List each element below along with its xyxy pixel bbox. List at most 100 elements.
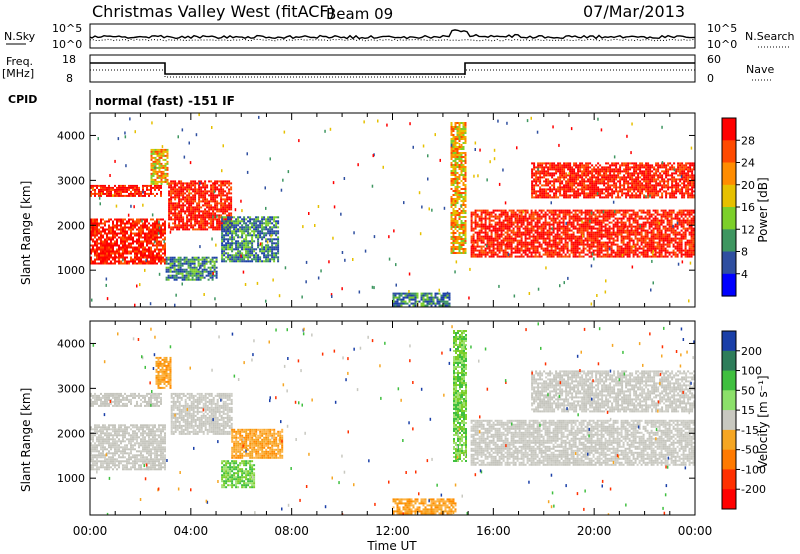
power-colorbar-swatch-4 bbox=[722, 207, 736, 230]
power-region-2 bbox=[150, 148, 169, 185]
power-colorbar-swatch-5 bbox=[722, 229, 736, 253]
power-colorbar-label-2: 20 bbox=[741, 179, 755, 192]
power-colorbar-label: Power [dB] bbox=[756, 177, 770, 242]
power-colorbar-label-5: 8 bbox=[741, 246, 748, 259]
velocity-colorbar-swatch-3 bbox=[722, 390, 736, 411]
velocity-colorbar-label-5: -50 bbox=[741, 444, 759, 457]
power-ytick-label-1: 2000 bbox=[57, 219, 85, 232]
power-region-4 bbox=[221, 216, 280, 263]
nsearch-tick-top: 10^5 bbox=[707, 22, 737, 35]
power-region-7 bbox=[450, 122, 467, 254]
x-tick-label-6: 00:00 bbox=[678, 524, 713, 538]
power-ylabel: Slant Range [km] bbox=[19, 181, 33, 285]
velocity-colorbar-swatch-5 bbox=[722, 429, 736, 451]
velocity-panel: 1000 2000 3000 4000 Slant Range [km] bbox=[19, 320, 696, 516]
freq-tick-bottom: 8 bbox=[66, 72, 73, 85]
freq-frame bbox=[89, 54, 696, 83]
power-region-6 bbox=[392, 292, 451, 307]
velocity-colorbar-label: Velocity [m s⁻¹] bbox=[756, 375, 770, 468]
velocity-ylabel: Slant Range [km] bbox=[19, 388, 33, 492]
nave-tick-bottom: 0 bbox=[707, 72, 714, 85]
velocity-colorbar: 200 100 50 15 -15 -50 -100 -200 bbox=[721, 330, 766, 510]
power-echo-regions bbox=[90, 113, 695, 307]
x-tick-label-0: 00:00 bbox=[73, 524, 108, 538]
velocity-scatter-noise bbox=[92, 322, 695, 515]
power-region-5 bbox=[165, 256, 218, 281]
x-axis-tick-labels: 00:00 04:00 08:00 12:00 16:00 20:00 00:00 bbox=[73, 524, 713, 538]
velocity-colorbar-frame bbox=[721, 330, 737, 510]
velocity-colorbar-label-0: 200 bbox=[741, 345, 762, 358]
power-ytick-label-3: 4000 bbox=[57, 129, 85, 142]
power-region-9 bbox=[531, 162, 695, 199]
nsky-series-line bbox=[89, 29, 696, 40]
velocity-colorbar-label-2: 50 bbox=[741, 384, 755, 397]
power-y-ticks: 1000 2000 3000 4000 bbox=[57, 129, 695, 277]
velocity-colorbar-label-4: -15 bbox=[741, 424, 759, 437]
nave-tick-top: 60 bbox=[707, 53, 721, 66]
power-colorbar-swatch-0 bbox=[722, 118, 736, 141]
velocity-colorbar-swatch-7 bbox=[722, 469, 736, 490]
freq-label-line1: Freq. bbox=[6, 55, 33, 68]
velocity-colorbar-swatch-8 bbox=[722, 489, 736, 510]
velocity-ytick-label-2: 3000 bbox=[57, 382, 85, 395]
velocity-echo-regions bbox=[90, 322, 695, 515]
freq-label-line2: [MHz] bbox=[2, 67, 34, 80]
velocity-region-0 bbox=[90, 424, 166, 471]
x-tick-label-2: 08:00 bbox=[274, 524, 309, 538]
nave-series-line bbox=[90, 69, 695, 78]
nsky-panel: N.Sky 10^5 10^0 10^5 10^0 N.Search bbox=[4, 22, 795, 51]
velocity-colorbar-swatch-1 bbox=[722, 350, 736, 372]
power-frame bbox=[89, 112, 696, 308]
power-colorbar-label-6: 4 bbox=[741, 268, 748, 281]
velocity-region-3 bbox=[155, 356, 172, 389]
velocity-colorbar-swatch-6 bbox=[722, 449, 736, 470]
nsky-label: N.Sky bbox=[4, 30, 36, 43]
velocity-colorbar-swatch-0 bbox=[722, 331, 736, 352]
freq-series-line bbox=[90, 62, 695, 75]
power-colorbar-swatch-6 bbox=[722, 251, 736, 275]
velocity-region-7 bbox=[453, 330, 467, 462]
x-tick-label-1: 04:00 bbox=[174, 524, 209, 538]
station-title: Christmas Valley West (fitACF) bbox=[92, 2, 335, 21]
x-tick-label-5: 20:00 bbox=[577, 524, 612, 538]
velocity-frame bbox=[89, 320, 696, 516]
x-tick-label-4: 16:00 bbox=[476, 524, 511, 538]
velocity-region-5 bbox=[221, 460, 256, 489]
nsky-tick-bottom: 10^0 bbox=[52, 38, 82, 51]
power-region-0 bbox=[90, 218, 166, 265]
velocity-region-9 bbox=[531, 370, 695, 413]
power-colorbar-swatch-7 bbox=[722, 273, 736, 297]
x-axis-title: Time UT bbox=[366, 539, 417, 553]
freq-panel: Freq. [MHz] 18 8 60 0 Nave bbox=[2, 53, 774, 85]
freq-tick-top: 18 bbox=[62, 53, 76, 66]
velocity-colorbar-swatch-4 bbox=[722, 410, 736, 431]
power-ytick-label-2: 3000 bbox=[57, 174, 85, 187]
nave-label: Nave bbox=[746, 63, 774, 76]
nsearch-label: N.Search bbox=[745, 30, 795, 43]
power-region-1 bbox=[90, 184, 162, 197]
velocity-colorbar-label-3: 15 bbox=[741, 404, 755, 417]
power-region-8 bbox=[470, 209, 695, 258]
cpid-label: CPID bbox=[8, 93, 37, 106]
velocity-region-4 bbox=[231, 428, 284, 459]
velocity-region-6 bbox=[392, 498, 457, 515]
power-x-ticks bbox=[89, 113, 696, 307]
velocity-ytick-label-0: 1000 bbox=[57, 472, 85, 485]
velocity-colorbar-swatch-2 bbox=[722, 370, 736, 391]
power-panel: 1000 2000 3000 4000 Slant Range [km] bbox=[19, 112, 696, 308]
power-ytick-label-0: 1000 bbox=[57, 264, 85, 277]
velocity-region-2 bbox=[170, 392, 233, 435]
power-colorbar-label-3: 16 bbox=[741, 201, 755, 214]
velocity-region-1 bbox=[90, 392, 162, 407]
power-colorbar-label-1: 24 bbox=[741, 157, 755, 170]
date-label: 07/Mar/2013 bbox=[583, 2, 685, 21]
velocity-region-8 bbox=[470, 419, 695, 466]
nsky-frame bbox=[89, 23, 696, 49]
nsearch-tick-bottom: 10^0 bbox=[707, 38, 737, 51]
power-colorbar-swatch-3 bbox=[722, 184, 736, 208]
nsearch-series-line bbox=[89, 38, 696, 42]
velocity-ytick-label-3: 4000 bbox=[57, 337, 85, 350]
power-colorbar-label-4: 12 bbox=[741, 223, 755, 236]
velocity-y-ticks: 1000 2000 3000 4000 bbox=[57, 337, 695, 485]
